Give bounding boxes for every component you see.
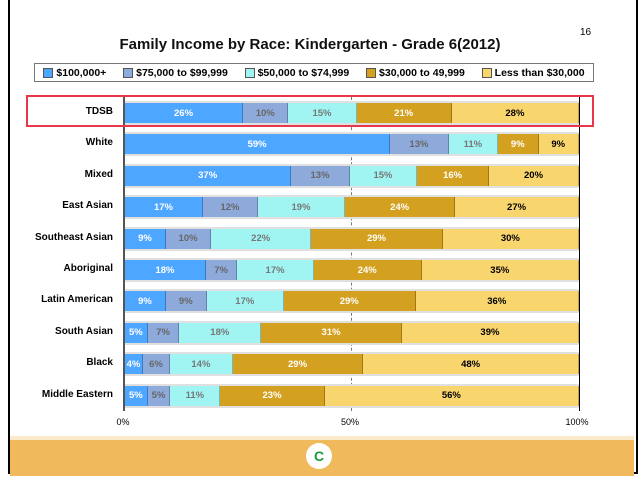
bar-segment: 29% (283, 291, 416, 312)
bar-segment: 5% (147, 385, 171, 406)
bar-segment: 59% (125, 134, 391, 155)
bar-segment: 18% (125, 260, 206, 280)
legend-label: $75,000 to $99,999 (136, 66, 228, 79)
legend-label: $30,000 to 49,999 (379, 66, 465, 79)
stacked-bar: 5% 7% 18% 31% 39% (125, 322, 579, 343)
highlight-box (26, 95, 594, 127)
bar-segment: 20% (489, 165, 579, 186)
legend-item: $100,000+ (43, 67, 106, 79)
stacked-bar: 9% 9% 17% 29% 36% (125, 291, 579, 312)
stacked-bar: 9% 10% 22% 29% 30% (125, 228, 579, 249)
category-label: Middle Eastern (41, 388, 113, 400)
category-label: Mixed (84, 168, 113, 180)
bar-segment: 11% (448, 134, 499, 155)
category-label: East Asian (62, 200, 113, 212)
bar-segment: 36% (415, 291, 579, 312)
bar-segment: 10% (165, 228, 212, 249)
bar-segment: 12% (202, 197, 258, 218)
bar-segment: 11% (170, 385, 221, 406)
category-label: Southeast Asian (35, 231, 113, 243)
midline (351, 97, 352, 411)
stacked-bar: 37% 13% 15% 16% 20% (125, 165, 579, 186)
legend-item: Less than $30,000 (481, 66, 585, 79)
bar-segment: 19% (257, 197, 346, 218)
bar-segment: 56% (324, 385, 579, 406)
legend-label: $50,000 to $74,999 (257, 66, 350, 79)
legend-swatch (366, 67, 377, 78)
category-label: White (85, 137, 113, 149)
stacked-bar: 59% 13% 11% 9% 9% (125, 134, 579, 155)
bar-segment: 39% (401, 322, 579, 343)
bar-segment: 16% (417, 165, 490, 186)
bar-segment: 28% (451, 103, 579, 123)
legend-item: $75,000 to $99,999 (123, 67, 228, 79)
bar-segment: 7% (205, 260, 238, 280)
bar-segment: 9% (538, 134, 579, 155)
bar-segment: 14% (169, 354, 233, 375)
legend: $100,000+ $75,000 to $99,999 $50,000 to $7… (34, 63, 594, 82)
legend-swatch (43, 67, 54, 78)
bar-segment: 9% (498, 134, 539, 155)
category-label: Black (86, 357, 113, 369)
bar-segment: 9% (165, 291, 207, 312)
bar-segment: 7% (147, 322, 180, 343)
bar-segment: 23% (220, 385, 325, 406)
bar-segment: 15% (349, 165, 418, 186)
bar-segment: 17% (125, 197, 203, 218)
bar-segment: 22% (211, 228, 312, 249)
legend-swatch (123, 67, 134, 78)
chart-title: Family Income by Race: Kindergarten - Gr… (119, 36, 501, 53)
bar-segment: 9% (125, 291, 166, 312)
bar-segment: 24% (313, 260, 422, 280)
bar-segment: 18% (179, 322, 262, 343)
legend-swatch (244, 67, 255, 78)
legend-item: $50,000 to $74,999 (244, 66, 350, 79)
category-label: Latin American (41, 294, 113, 306)
bar-segment: 13% (390, 134, 449, 155)
stacked-bar: 17% 12% 19% 24% 27% (125, 197, 579, 218)
x-tick-label: 50% (340, 417, 360, 427)
board-logo: C (306, 443, 332, 469)
bar-segment: 4% (125, 354, 143, 375)
bar-segment: 15% (288, 103, 357, 123)
category-label: TDSB (85, 106, 113, 117)
legend-label: Less than $30,000 (494, 66, 585, 79)
stacked-bar: 26% 10% 15% 21% 28% (125, 103, 579, 123)
category-label: Aboriginal (63, 263, 113, 274)
legend-item: $30,000 to 49,999 (366, 67, 465, 79)
stacked-bar: 18% 7% 17% 24% 35% (125, 260, 579, 280)
bar-segment: 24% (345, 197, 456, 218)
bar-segment: 5% (125, 322, 148, 343)
bar-segment: 35% (421, 260, 579, 280)
legend-label: $100,000+ (56, 66, 107, 79)
stacked-bar: 4% 6% 14% 29% 48% (125, 354, 579, 375)
x-tick-label: 100% (565, 417, 589, 427)
bar-segment: 6% (142, 354, 170, 375)
bar-segment: 10% (243, 103, 289, 123)
bar-segment: 48% (363, 354, 579, 375)
bar-segment: 9% (125, 228, 166, 249)
bar-segment: 17% (206, 291, 284, 312)
category-label: South Asian (55, 325, 113, 337)
bar-segment: 17% (237, 260, 314, 280)
stacked-bar: 5% 5% 11% 23% 56% (125, 385, 579, 406)
bar-segment: 26% (125, 103, 244, 123)
legend-swatch (481, 67, 492, 78)
bar-segment: 37% (125, 165, 292, 186)
bar-segment: 13% (291, 165, 350, 186)
bar-segment: 29% (232, 354, 364, 375)
bar-segment: 5% (125, 385, 148, 406)
bar-segment: 30% (442, 228, 579, 249)
bar-segment: 29% (311, 228, 443, 249)
x-tick-label: 0% (116, 417, 130, 427)
plot-area: 26% 10% 15% 21% 28% 59% 13% 11% 9% 9% 37% 13% 15% 16%… (123, 97, 580, 411)
bar-segment: 31% (261, 322, 402, 343)
bar-segment: 27% (455, 197, 579, 218)
page-number: 16 (580, 27, 592, 38)
bar-segment: 21% (356, 103, 452, 123)
